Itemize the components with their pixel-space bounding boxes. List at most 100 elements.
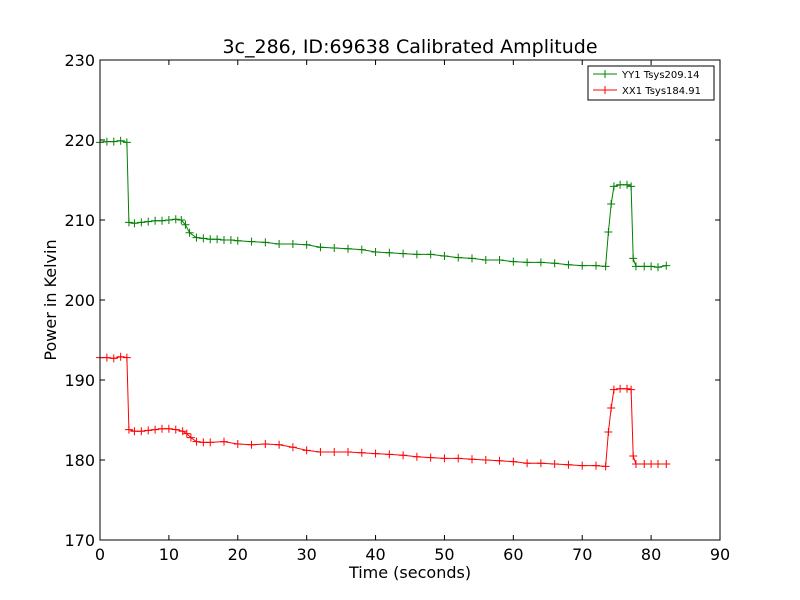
data-point [481,456,490,464]
data-point [440,454,449,463]
data-point [647,262,656,271]
x-tick-label: 90 [710,545,730,564]
x-tick-label: 50 [434,545,454,564]
x-tick-label: 40 [365,545,385,564]
data-point [550,259,559,268]
data-point [122,138,131,147]
data-point [158,216,166,225]
data-point [468,254,476,263]
data-point [171,215,180,224]
data-point [130,219,139,228]
data-point [226,236,235,244]
data-point [385,450,394,459]
y-tick-label: 230 [64,51,95,70]
data-point [607,200,616,208]
data-point [631,460,640,468]
data-point [144,217,153,226]
data-point [151,425,160,434]
y-tick-label: 220 [64,131,95,150]
x-tick-label: 10 [159,545,179,564]
x-tick-label: 60 [503,545,523,564]
data-point [609,385,618,394]
data-point [247,237,256,246]
data-point [186,433,195,442]
data-point [144,426,153,435]
y-tick-label: 180 [64,451,95,470]
legend-label: XX1 Tsys184.91 [622,86,701,97]
series-1 [96,352,671,471]
data-point [604,228,613,236]
data-point [182,429,191,438]
data-point [399,249,408,258]
data-point [302,446,311,455]
plot-area [100,60,720,540]
x-tick-label: 0 [95,545,105,564]
x-tick-label: 30 [296,545,316,564]
x-axis: 0 10 20 30 40 50 60 70 80 90 [95,60,730,564]
data-point [261,238,270,247]
data-point [640,262,649,271]
data-point [330,448,339,456]
legend-label: YY1 Tsys209.14 [621,70,700,81]
data-point [178,427,187,436]
data-point [122,353,131,362]
data-point [233,440,242,448]
data-point [536,258,545,267]
data-point [116,136,125,145]
data-point [629,452,638,460]
data-point [550,460,559,468]
data-point [137,218,146,227]
data-point [275,440,284,449]
data-point [185,228,194,237]
chart-title: 3c_286, ID:69638 Calibrated Amplitude [222,36,597,58]
data-point [102,353,111,362]
x-tick-label: 70 [572,545,592,564]
data-point [536,459,545,468]
data-point [607,404,616,412]
data-point [164,216,173,224]
data-point [206,438,215,447]
data-point [647,460,656,468]
data-point [116,352,125,361]
data-point [495,456,504,465]
data-point [481,256,490,264]
data-point [601,462,610,471]
data-point [302,240,311,249]
data-point [654,460,662,468]
data-point [578,261,587,270]
legend-marker [601,86,609,94]
data-point [124,425,133,434]
data-point [344,244,352,253]
data-point [627,385,636,394]
data-point [662,460,671,468]
data-point [640,460,649,468]
data-point [102,137,111,146]
data-point [177,216,186,224]
data-point [357,448,366,457]
data-point [151,216,160,225]
data-point [192,437,201,446]
data-point [616,180,625,189]
data-point [426,453,435,462]
data-point [288,443,297,452]
data-point [578,461,587,470]
data-point [109,137,118,146]
legend-marker [601,70,609,78]
data-point [199,234,208,243]
data-point [171,425,180,434]
data-point [631,262,640,271]
data-point [654,263,662,272]
data-point [627,182,636,191]
data-point [564,260,573,269]
y-tick-label: 170 [64,531,95,550]
x-tick-label: 20 [228,545,248,564]
data-point [523,258,532,267]
data-point [385,248,394,257]
data-point [371,248,380,256]
data-point [412,452,421,461]
data-point [440,252,449,260]
data-point [288,240,297,248]
data-point [623,180,631,189]
data-point [495,256,504,264]
